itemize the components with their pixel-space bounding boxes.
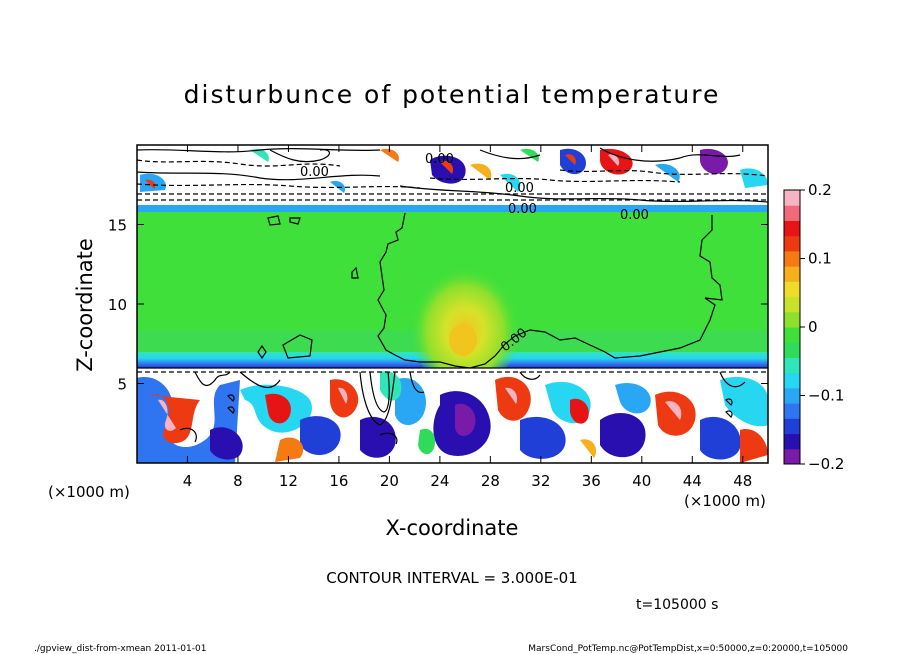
contour-label: 0.00	[505, 181, 534, 196]
contour-island-3	[289, 217, 301, 225]
contour-upper-1	[137, 147, 381, 153]
x-axis-title: X-coordinate	[386, 516, 519, 540]
colorbar-segment	[784, 418, 800, 435]
contour-lower-13	[725, 410, 733, 418]
contour-lower-11	[227, 406, 235, 414]
x-tick-label: 24	[430, 472, 449, 490]
colorbar-segment	[784, 311, 800, 328]
field-band-upper	[137, 204, 768, 212]
contour-upper-3	[137, 171, 381, 181]
contour-upper-9	[479, 149, 541, 160]
colorbar-ticks: 0.2 0.1 0 −0.1 −0.2	[800, 181, 844, 473]
y-axis-title: Z-coordinate	[73, 238, 97, 372]
contour-interval-text: CONTOUR INTERVAL = 3.000E-01	[326, 569, 577, 587]
contour-lower-6	[519, 371, 541, 380]
x-tick-label: 32	[531, 472, 550, 490]
footer-left: ./gpview_dist-from-xmean 2011-01-01	[34, 644, 206, 654]
contour-lower-5	[409, 371, 425, 394]
y-unit-label: (×1000 m)	[48, 483, 130, 501]
time-label: t=105000 s	[636, 597, 718, 613]
colorbar-segment	[784, 250, 800, 267]
contour-upper-8	[599, 147, 741, 162]
contour-label: 0.00	[425, 152, 454, 167]
colorbar-segment	[784, 372, 800, 389]
x-tick-label: 4	[183, 472, 193, 490]
contour-island-5	[257, 344, 267, 360]
upper-turbulence	[140, 148, 768, 193]
contour-upper-5	[399, 185, 768, 203]
x-tick-label: 12	[279, 472, 298, 490]
colorbar-segment	[784, 403, 800, 419]
y-tick-label: 15	[108, 217, 127, 235]
contour-upper-7	[269, 149, 330, 163]
colorbar-segment	[784, 190, 800, 206]
colorbar-segment	[784, 235, 800, 252]
colorbar	[783, 189, 801, 465]
contour-lower-4	[369, 371, 390, 413]
field-plume-core	[449, 324, 477, 356]
colorbar-tick-label: 0	[808, 318, 818, 336]
contour-lower-8	[179, 427, 197, 443]
y-tick-label: 5	[117, 376, 127, 394]
colorbar-segment	[784, 342, 800, 358]
colorbar-segment	[784, 220, 800, 237]
contour-lower-2	[239, 371, 281, 389]
contour-lower-1	[194, 371, 231, 386]
x-tick-label: 44	[683, 472, 702, 490]
contour-island-2	[267, 215, 281, 226]
colorbar-segment	[784, 433, 800, 450]
x-tick-label: 48	[733, 472, 752, 490]
contour-island-4	[351, 266, 359, 279]
colorbar-segment	[784, 357, 800, 374]
colorbar-tick-label: −0.1	[808, 387, 844, 405]
contour-upper-4	[137, 183, 421, 189]
x-tick-label: 40	[632, 472, 651, 490]
contour-label: 0.00	[620, 208, 649, 223]
contour-zero-main	[377, 212, 723, 369]
contour-lower-7	[719, 371, 746, 388]
y-tick-label: 10	[108, 296, 127, 314]
colorbar-tick-label: 0.1	[808, 250, 832, 268]
contour-lines	[137, 147, 768, 445]
contour-lower-3	[359, 371, 396, 426]
lower-turbulence	[137, 371, 768, 463]
x-tick-label: 8	[233, 472, 243, 490]
colorbar-tick-label: 0.2	[808, 181, 832, 199]
colorbar-segment	[784, 448, 800, 465]
x-tick-label: 28	[481, 472, 500, 490]
y-axis: 5 10 15	[108, 217, 768, 394]
x-axis: 4 8 12 16 20 24 28 32 36 40 44 48	[183, 145, 752, 490]
x-tick-label: 16	[329, 472, 348, 490]
colorbar-segment	[784, 205, 800, 221]
contour-lower-9	[379, 432, 398, 445]
x-unit-label: (×1000 m)	[684, 492, 766, 510]
plot-area: 0.00 0.00 0.00 0.00 0.00 0.00	[137, 145, 768, 463]
footer-right: MarsCond_PotTemp.nc@PotTempDist,x=0:5000…	[528, 644, 848, 654]
colorbar-segment	[784, 387, 800, 404]
contour-lower-10	[227, 394, 235, 402]
colorbar-segment	[784, 296, 800, 313]
x-tick-label: 20	[380, 472, 399, 490]
colorbar-segment	[784, 327, 800, 343]
colorbar-tick-label: −0.2	[808, 455, 844, 473]
contour-upper-10	[559, 169, 768, 177]
contour-upper-2	[137, 159, 341, 167]
x-tick-label: 36	[582, 472, 601, 490]
colorbar-segment	[784, 266, 800, 282]
contour-label: 0.00	[300, 165, 329, 180]
colorbar-segment	[784, 281, 800, 298]
contour-island-1	[282, 334, 313, 359]
contour-lower-12	[725, 398, 733, 406]
chart-title: disturbunce of potential temperature	[184, 80, 721, 109]
contour-label: 0.00	[508, 202, 537, 217]
contour-upper-6	[429, 177, 681, 183]
